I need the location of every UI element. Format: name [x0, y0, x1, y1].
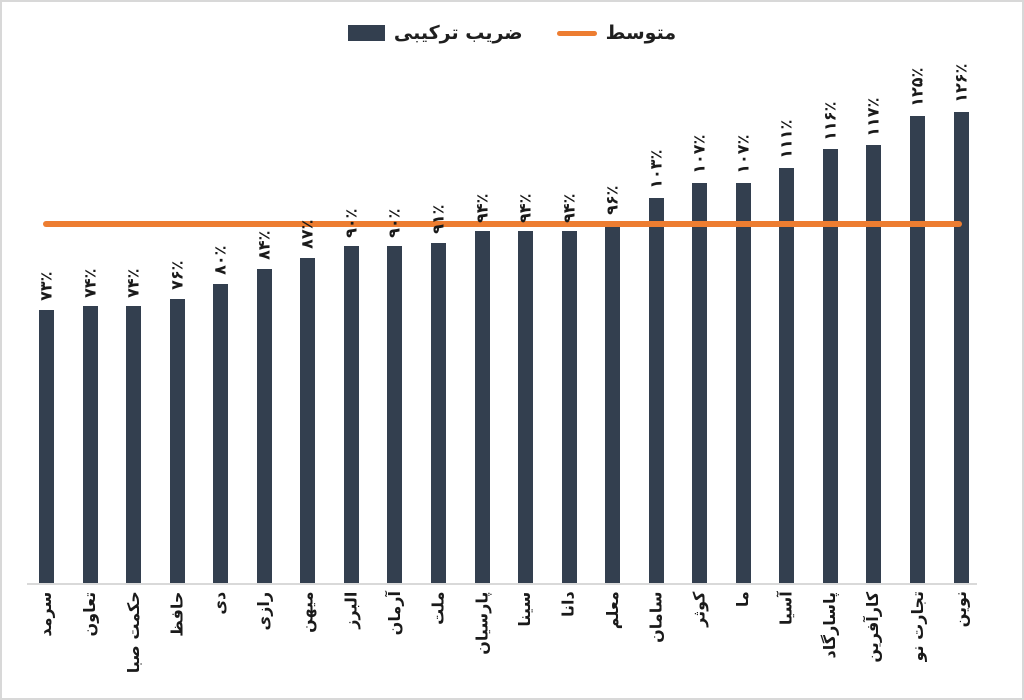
bar	[822, 149, 838, 583]
category-label: کارآفرین	[863, 591, 883, 663]
bar-value-label: ۹۰٪	[341, 208, 361, 238]
bar	[82, 306, 98, 583]
bar	[300, 257, 316, 583]
bar-value-label: ۹۰٪	[384, 208, 404, 238]
bar-value-label: ۷۴٪	[80, 268, 99, 298]
category-label: آسیا	[776, 591, 796, 626]
x-axis-line	[27, 583, 977, 585]
bar	[779, 167, 795, 583]
bar	[605, 223, 621, 583]
bar-value-label: ۸۰٪	[210, 245, 230, 276]
bar-value-label: ۹۴٪	[559, 193, 579, 223]
bar-value-label: ۷۶٪	[167, 260, 187, 291]
bar-value-label: ۱۱۷٪	[863, 97, 883, 137]
category-label: ما	[733, 591, 753, 608]
bar	[126, 306, 142, 583]
bar-value-label: ۸۴٪	[254, 230, 274, 261]
category-label: آرمان	[384, 591, 404, 636]
average-legend-label: متوسط	[605, 22, 677, 44]
bar-value-label: ۱۰۷٪	[733, 134, 753, 175]
legend: ضریب ترکیبی متوسط	[2, 22, 1022, 45]
category-label: ملت	[428, 591, 448, 625]
average-line-swatch	[556, 30, 597, 36]
series-color-swatch	[347, 25, 385, 42]
bar	[474, 231, 490, 583]
bar-value-label: ۸۷٪	[297, 219, 317, 249]
bar-value-label: ۱۱۶٪	[820, 101, 840, 141]
bar	[387, 246, 403, 583]
category-label: سینا	[515, 591, 535, 627]
bar	[561, 231, 577, 583]
category-label: تجارت نو	[907, 590, 927, 662]
category-label: رازی	[253, 591, 273, 630]
series-legend-label: ضریب ترکیبی	[393, 22, 523, 44]
category-label: میهن	[297, 590, 317, 633]
bar	[430, 242, 446, 583]
bar	[213, 283, 229, 583]
bar-value-label: ۹۴٪	[471, 193, 491, 223]
category-label: پاسارگاد	[819, 591, 839, 658]
bar	[518, 231, 534, 583]
bar	[910, 115, 925, 583]
bar	[343, 246, 359, 583]
bar-value-label: ۹۴٪	[515, 193, 535, 223]
category-label: سامان	[646, 591, 666, 643]
category-label: حافظ	[167, 591, 187, 637]
legend-item-average: متوسط	[556, 22, 677, 45]
category-label: پارسیان	[471, 591, 491, 655]
bar	[39, 309, 54, 583]
bar-value-label: ۹۱٪	[428, 204, 448, 234]
category-label: سرمد	[36, 591, 56, 637]
category-label: دی	[210, 591, 230, 615]
bar	[692, 182, 708, 583]
category-label: نوین	[951, 590, 971, 628]
bar-value-label: ۹۶٪	[602, 186, 622, 216]
bar	[735, 182, 751, 583]
bar	[866, 145, 882, 583]
category-label: تعاون	[79, 591, 99, 637]
bar-value-label: ۱۲۵٪	[907, 67, 927, 107]
bar	[169, 298, 185, 583]
category-label: معلم	[602, 591, 622, 630]
average-line	[42, 220, 963, 227]
bar-value-label: ۱۰۷٪	[689, 134, 709, 175]
bar-value-label: ۱۱۱٪	[776, 120, 796, 160]
category-label: کوثر	[689, 591, 709, 627]
category-label: البرز	[341, 591, 361, 629]
bar-value-label: ۷۳٪	[36, 272, 56, 302]
legend-item-series: ضریب ترکیبی	[347, 22, 523, 45]
bar-value-label: ۷۴٪	[123, 268, 143, 298]
bar-value-label: ۱۰۳٪	[646, 149, 666, 189]
bar-value-label: ۱۲۶٪	[950, 63, 970, 103]
category-label: دانا	[558, 591, 578, 618]
bar	[648, 197, 664, 583]
category-label: حکمت صبا	[123, 591, 143, 674]
bar	[256, 268, 272, 583]
bar	[953, 111, 969, 583]
